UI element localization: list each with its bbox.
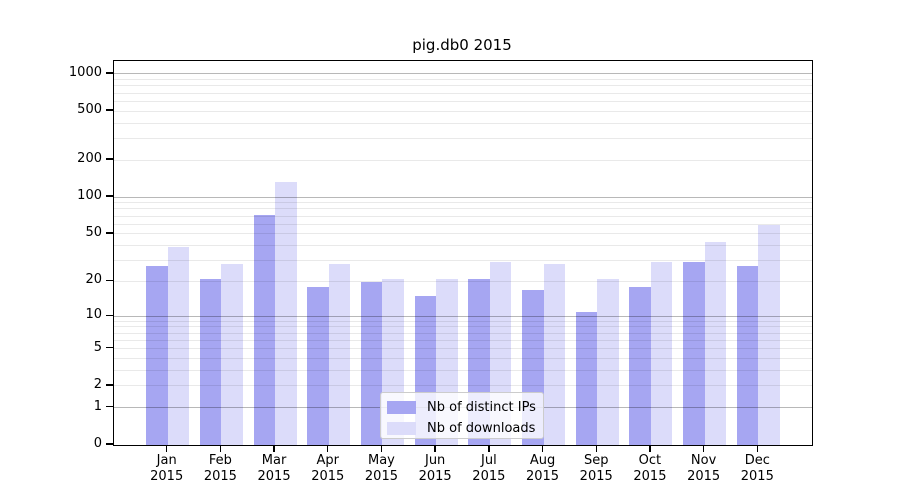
y-tick-mark xyxy=(106,158,113,160)
y-tick-label: 2 xyxy=(93,376,102,392)
bar-distinct-ips-sep xyxy=(575,311,598,445)
x-tick-label: Jul 2015 xyxy=(472,453,506,484)
y-tick-label: 1000 xyxy=(68,64,102,80)
x-tick-label: Nov 2015 xyxy=(687,453,721,484)
x-tick-mark xyxy=(273,445,275,452)
bar-downloads-sep xyxy=(597,279,619,445)
y-tick-mark xyxy=(106,279,113,282)
x-tick-label: Aug 2015 xyxy=(525,453,560,484)
x-tick-mark xyxy=(219,445,222,452)
x-tick-label: Oct 2015 xyxy=(633,453,667,484)
bar-distinct-ips-dec xyxy=(736,266,759,445)
x-tick-mark xyxy=(541,445,544,452)
x-tick-label: Jan 2015 xyxy=(150,453,184,484)
x-tick-label: Mar 2015 xyxy=(257,453,291,484)
bar-distinct-ips-jan xyxy=(146,266,168,445)
bar-distinct-ips-mar xyxy=(253,214,276,445)
y-tick-mark xyxy=(106,384,113,386)
x-tick-label: Feb 2015 xyxy=(203,453,237,484)
bar-downloads-jan xyxy=(167,246,190,445)
y-tick-label: 10 xyxy=(85,307,102,323)
legend: Nb of distinct IPs Nb of downloads xyxy=(380,392,544,439)
x-tick-mark xyxy=(327,445,329,452)
legend-swatch-downloads-icon xyxy=(387,422,416,435)
y-tick-mark xyxy=(106,314,113,316)
x-tick-mark xyxy=(165,445,168,452)
y-tick-label: 500 xyxy=(77,102,102,118)
y-tick-mark xyxy=(106,72,113,74)
bar-distinct-ips-feb xyxy=(199,279,222,445)
bar-downloads-aug xyxy=(543,264,566,445)
x-tick-label: Jun 2015 xyxy=(418,453,452,484)
bar-downloads-mar xyxy=(275,181,297,445)
y-tick-label: 200 xyxy=(77,151,102,167)
y-tick-label: 50 xyxy=(85,224,102,240)
plot-area xyxy=(113,60,813,446)
legend-swatch-distinct-ips-icon xyxy=(387,401,416,414)
bar-downloads-dec xyxy=(758,225,780,445)
bar-distinct-ips-nov xyxy=(683,262,705,445)
legend-label-downloads: Nb of downloads xyxy=(427,421,536,436)
y-tick-mark xyxy=(106,232,113,234)
bar-downloads-oct xyxy=(650,262,673,445)
bar-distinct-ips-may xyxy=(360,281,383,445)
bar-distinct-ips-apr xyxy=(307,286,329,445)
y-tick-label: 1 xyxy=(93,398,102,414)
legend-label-distinct-ips: Nb of distinct IPs xyxy=(427,400,536,415)
x-tick-label: Apr 2015 xyxy=(311,453,345,484)
y-tick-mark xyxy=(106,406,113,408)
bar-downloads-nov xyxy=(704,241,727,445)
x-tick-mark xyxy=(488,445,490,452)
y-tick-mark xyxy=(106,347,113,349)
x-tick-label: Dec 2015 xyxy=(740,453,774,484)
y-tick-label: 20 xyxy=(85,272,102,288)
bar-downloads-feb xyxy=(221,264,243,445)
x-tick-label: Sep 2015 xyxy=(579,453,613,484)
y-tick-label: 100 xyxy=(77,188,102,204)
x-tick-mark xyxy=(380,445,383,452)
y-tick-mark xyxy=(106,443,113,445)
x-tick-mark xyxy=(434,445,436,452)
legend-row-downloads: Nb of downloads xyxy=(387,418,543,439)
y-tick-mark xyxy=(106,195,113,197)
x-tick-mark xyxy=(756,445,758,452)
x-tick-mark xyxy=(595,445,597,452)
legend-row-distinct-ips: Nb of distinct IPs xyxy=(387,397,543,418)
bar-downloads-apr xyxy=(328,264,351,445)
y-tick-label: 5 xyxy=(93,339,102,355)
x-tick-mark xyxy=(702,445,705,452)
bar-distinct-ips-oct xyxy=(629,286,651,445)
y-tick-label: 0 xyxy=(93,436,102,451)
x-tick-mark xyxy=(649,445,651,452)
x-tick-label: May 2015 xyxy=(364,453,398,484)
y-tick-mark xyxy=(106,109,113,111)
bars-layer xyxy=(114,61,812,445)
chart-title: pig.db0 2015 xyxy=(412,36,512,54)
